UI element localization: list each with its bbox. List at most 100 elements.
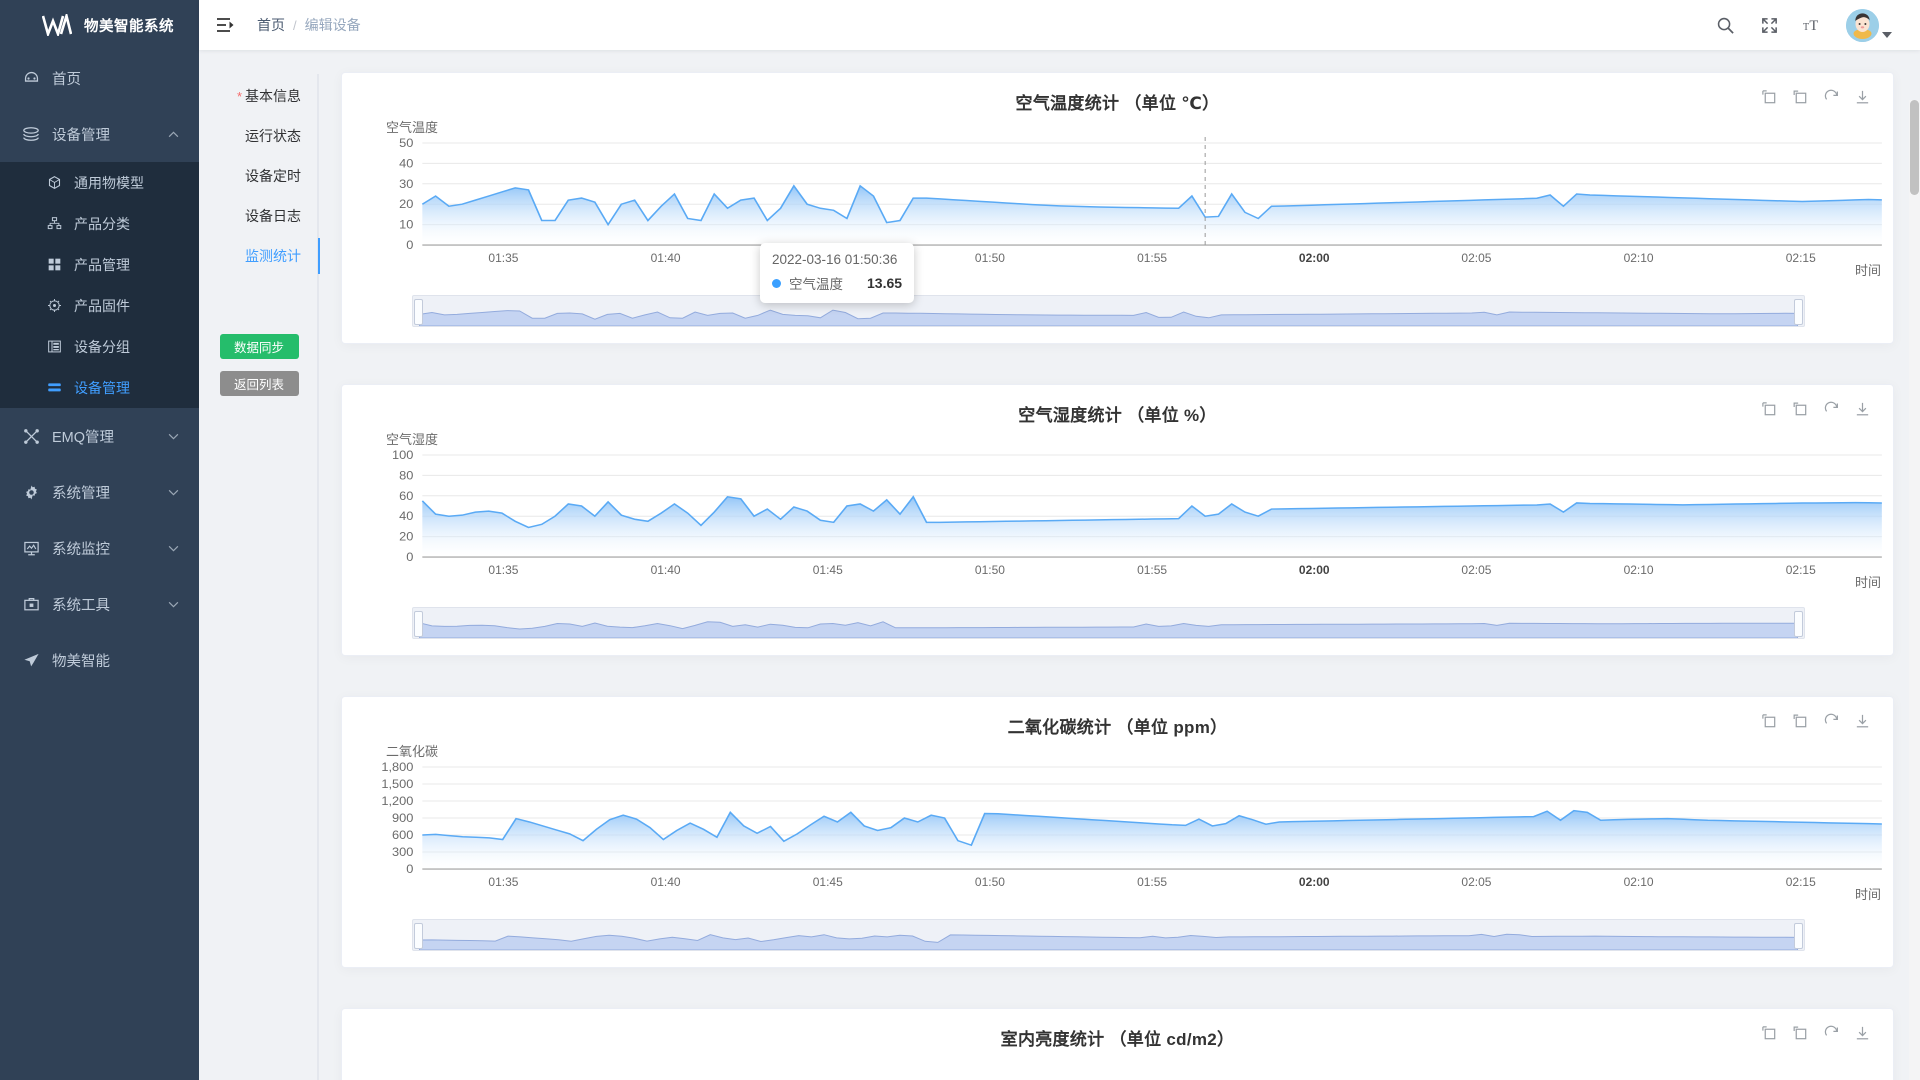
logo[interactable]: 物美智能系统 (0, 0, 199, 50)
chart-datazoom-slider[interactable] (412, 295, 1805, 327)
sidebar-subitem-product-category[interactable]: 产品分类 (0, 203, 199, 244)
data-sync-button[interactable]: 数据同步 (219, 334, 299, 359)
x-axis-tick-label: 02:05 (1461, 251, 1492, 265)
tab-basic-info[interactable]: * 基本信息 (199, 76, 319, 116)
chart-canvas-co2[interactable]: 0 300 600 900 1,200 1,500 1,800 01:35 01:40 01:4… (342, 759, 1893, 911)
svg-text:1,800: 1,800 (381, 761, 413, 774)
subitem-label: 通用物模型 (74, 174, 144, 191)
chart-toolbox (1761, 1025, 1871, 1042)
x-axis-tick-label: 02:10 (1623, 563, 1654, 577)
panel-header: 室内亮度统计 （单位 cd/m2） (342, 1009, 1893, 1055)
sidebar-item-label: 系统管理 (52, 485, 110, 502)
zoom-rect-icon[interactable] (1761, 713, 1778, 730)
refresh-icon[interactable] (1823, 401, 1840, 418)
sidebar-item-home[interactable]: 首页 (0, 50, 199, 106)
svg-text:100: 100 (392, 449, 414, 462)
charts-scroll-container[interactable]: 空气温度统计 （单位 ℃） (319, 50, 1920, 1080)
svg-text:300: 300 (392, 846, 414, 859)
sidebar: 物美智能系统 首页 设备管理 通用物模型 (0, 0, 199, 1080)
sidebar-item-label: 首页 (52, 71, 81, 88)
tab-label: 监测统计 (245, 248, 301, 264)
datazoom-handle-right[interactable] (1794, 611, 1803, 637)
search-icon[interactable] (1714, 14, 1736, 36)
refresh-icon[interactable] (1823, 89, 1840, 106)
zoom-rect-icon[interactable] (1761, 89, 1778, 106)
breadcrumb-separator: / (293, 17, 297, 33)
sidebar-subitem-product-management[interactable]: 产品管理 (0, 244, 199, 285)
x-axis-tick-label: 02:15 (1785, 251, 1816, 265)
sidebar-item-device-management[interactable]: 设备管理 (0, 106, 199, 162)
svg-text:900: 900 (392, 812, 414, 825)
tab-running-status[interactable]: 运行状态 (199, 116, 319, 156)
x-axis-tick-label: 02:05 (1461, 875, 1492, 889)
chart-datazoom-slider[interactable] (412, 919, 1805, 951)
dashboard-icon (22, 69, 40, 87)
chart-datazoom-slider[interactable] (412, 607, 1805, 639)
x-axis-tick-label: 01:40 (650, 251, 681, 265)
tab-device-log[interactable]: 设备日志 (199, 196, 319, 236)
x-axis-tick-label: 01:40 (650, 875, 681, 889)
sidebar-item-emq-management[interactable]: EMQ管理 (0, 408, 199, 464)
sidebar-subitem-product-firmware[interactable]: 产品固件 (0, 285, 199, 326)
x-axis-tick-label: 01:35 (488, 875, 519, 889)
chart-y-axis-name: 二氧化碳 (386, 744, 439, 759)
download-icon[interactable] (1854, 401, 1871, 418)
svg-text:0: 0 (406, 239, 413, 252)
download-icon[interactable] (1854, 1025, 1871, 1042)
download-icon[interactable] (1854, 713, 1871, 730)
sidebar-subitem-device-group[interactable]: 设备分组 (0, 326, 199, 367)
tab-device-timer[interactable]: 设备定时 (199, 156, 319, 196)
chevron-down-icon (168, 489, 179, 496)
svg-text:40: 40 (399, 157, 414, 170)
page-scrollbar[interactable] (1909, 100, 1920, 1080)
cube-icon (46, 175, 62, 191)
chart-toolbox (1761, 401, 1871, 418)
svg-text:60: 60 (399, 489, 414, 502)
svg-text:20: 20 (399, 198, 414, 211)
back-to-list-button[interactable]: 返回列表 (219, 371, 299, 396)
zoom-rect-icon[interactable] (1761, 1025, 1778, 1042)
sidebar-item-system-monitor[interactable]: 系统监控 (0, 520, 199, 576)
datazoom-handle-left[interactable] (414, 923, 423, 949)
fullscreen-icon[interactable] (1758, 14, 1780, 36)
sidebar-subitem-device-management[interactable]: 设备管理 (0, 367, 199, 408)
sidebar-subitem-thing-model[interactable]: 通用物模型 (0, 162, 199, 203)
edit-device-tabs: * 基本信息 运行状态 设备定时 设备日志 监测统计 数据同步 返回列表 (199, 50, 320, 1080)
datazoom-handle-right[interactable] (1794, 923, 1803, 949)
x-axis-tick-label: 01:55 (1137, 251, 1168, 265)
refresh-icon[interactable] (1823, 713, 1840, 730)
svg-text:0: 0 (406, 863, 413, 876)
datazoom-handle-right[interactable] (1794, 299, 1803, 325)
nodes-icon (22, 427, 40, 445)
restore-icon[interactable] (1792, 1025, 1809, 1042)
restore-icon[interactable] (1792, 89, 1809, 106)
sidebar-item-system-management[interactable]: 系统管理 (0, 464, 199, 520)
tab-monitoring-statistics[interactable]: 监测统计 (199, 236, 320, 276)
restore-icon[interactable] (1792, 713, 1809, 730)
chart-canvas-temperature[interactable]: 0 10 20 30 40 50 01:35 01:40 01:45 01:50 01:55 02:… (342, 135, 1893, 287)
chart-canvas-humidity[interactable]: 0 20 40 60 80 100 01:35 01:40 01:45 01:50 01:55 02… (342, 447, 1893, 599)
chart-y-axis-name: 空气温度 (386, 120, 439, 135)
breadcrumb-home[interactable]: 首页 (257, 17, 285, 33)
chart-panel-co2: 二氧化碳统计 （单位 ppm） (341, 696, 1894, 968)
sidebar-item-wumei-ai[interactable]: 物美智能 (0, 632, 199, 688)
hamburger-icon[interactable] (215, 14, 237, 36)
sitemap-icon (46, 216, 62, 232)
datazoom-handle-left[interactable] (414, 611, 423, 637)
sidebar-item-system-tools[interactable]: 系统工具 (0, 576, 199, 632)
restore-icon[interactable] (1792, 401, 1809, 418)
x-axis-tick-label: 02:00 (1298, 563, 1330, 577)
refresh-icon[interactable] (1823, 1025, 1840, 1042)
x-axis-tick-label: 01:45 (812, 251, 843, 265)
scrollbar-thumb[interactable] (1910, 100, 1919, 195)
chart-toolbox (1761, 713, 1871, 730)
download-icon[interactable] (1854, 89, 1871, 106)
chip-icon (46, 298, 62, 314)
panel-header: 二氧化碳统计 （单位 ppm） (342, 697, 1893, 743)
x-axis-tick-label: 01:50 (974, 875, 1005, 889)
zoom-rect-icon[interactable] (1761, 401, 1778, 418)
avatar-menu[interactable] (1846, 8, 1892, 42)
datazoom-handle-left[interactable] (414, 299, 423, 325)
